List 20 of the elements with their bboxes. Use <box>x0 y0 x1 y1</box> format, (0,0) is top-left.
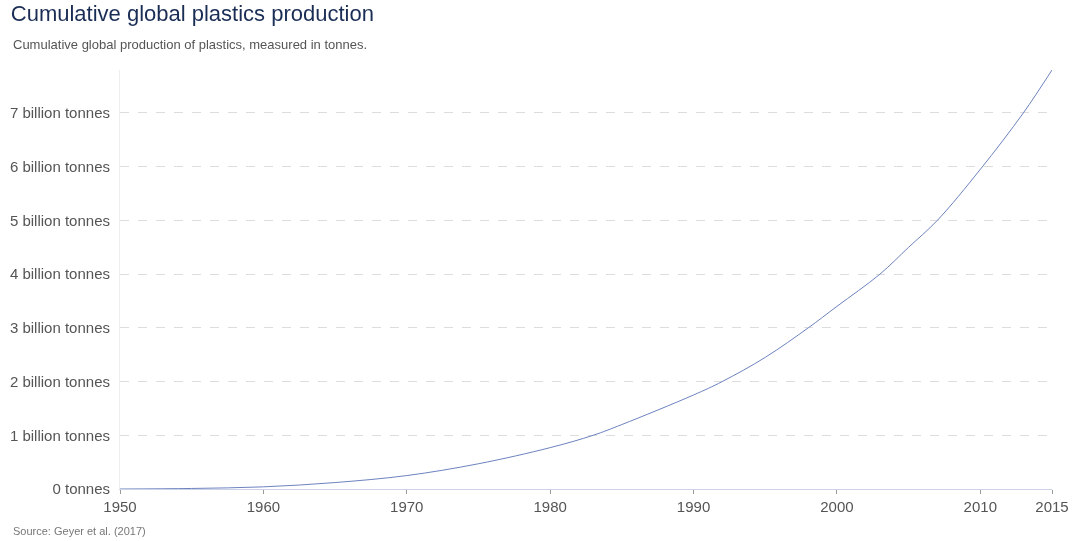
source-note: Source: Geyer et al. (2017) <box>13 525 146 537</box>
line-series <box>120 70 1052 489</box>
y-tick-label: 0 tonnes <box>52 480 110 498</box>
x-tick-label: 2000 <box>820 498 854 515</box>
x-tick-label: 1950 <box>103 498 137 515</box>
x-tick-label: 1990 <box>676 498 711 515</box>
y-tick-label: 4 billion tonnes <box>9 265 110 283</box>
chart-subtitle: Cumulative global production of plastics, measured in tonnes. <box>13 37 368 52</box>
x-tick-label: 2015 <box>1035 498 1069 515</box>
y-tick-label: 1 billion tonnes <box>9 426 110 444</box>
x-tick-label: 1960 <box>246 498 281 515</box>
y-tick-label: 5 billion tonnes <box>9 211 110 229</box>
x-tick-label: 1980 <box>533 498 567 515</box>
x-tick-label: 2010 <box>963 498 997 515</box>
x-tick-label: 1970 <box>390 498 424 515</box>
chart-title: Cumulative global plastics production <box>10 0 374 26</box>
y-tick-label: 2 billion tonnes <box>9 372 110 390</box>
y-tick-label: 3 billion tonnes <box>9 319 110 337</box>
y-tick-label: 6 billion tonnes <box>9 157 110 175</box>
y-tick-label: 7 billion tonnes <box>9 104 110 122</box>
